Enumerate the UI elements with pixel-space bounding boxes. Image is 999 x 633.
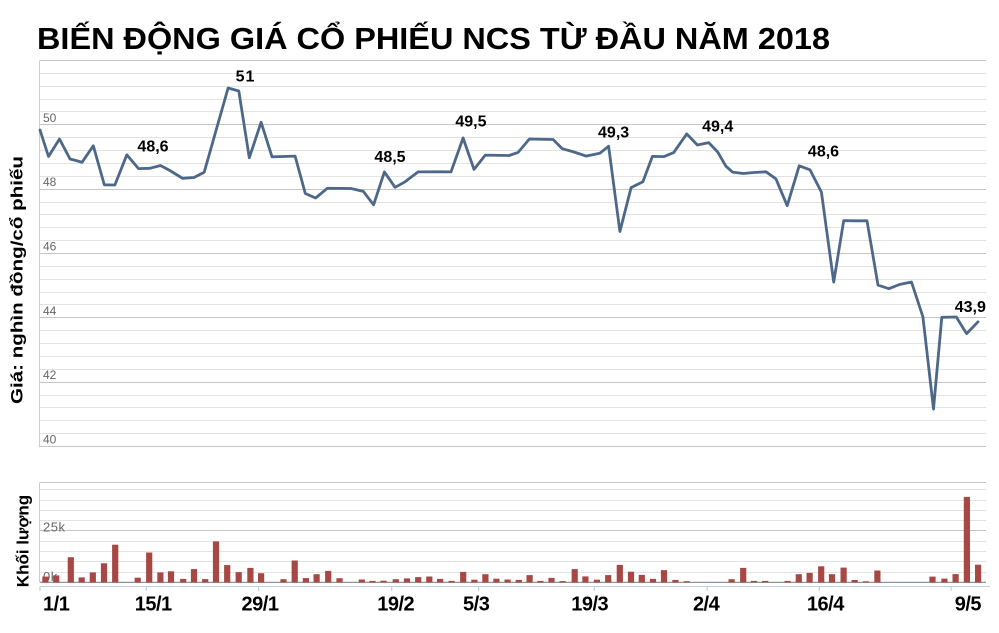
svg-text:Giá: nghìn đồng/cổ phiếu: Giá: nghìn đồng/cổ phiếu — [8, 156, 27, 404]
svg-text:48,6: 48,6 — [808, 144, 839, 161]
svg-text:5/3: 5/3 — [463, 594, 490, 616]
svg-text:16/4: 16/4 — [807, 594, 845, 616]
svg-text:49,3: 49,3 — [598, 125, 629, 142]
svg-text:40: 40 — [43, 433, 57, 447]
svg-text:50: 50 — [43, 111, 57, 125]
svg-text:1/1: 1/1 — [43, 594, 70, 616]
svg-text:42: 42 — [43, 368, 57, 382]
svg-text:43,9: 43,9 — [955, 299, 986, 316]
svg-text:46: 46 — [43, 240, 57, 254]
svg-text:2/4: 2/4 — [693, 594, 721, 616]
svg-text:9/5: 9/5 — [955, 594, 982, 616]
svg-text:19/2: 19/2 — [377, 594, 414, 616]
svg-text:15/1: 15/1 — [135, 594, 172, 616]
svg-text:Khối lượng: Khối lượng — [14, 495, 33, 587]
svg-text:49,5: 49,5 — [455, 114, 486, 131]
svg-text:25k: 25k — [43, 520, 65, 535]
svg-text:48: 48 — [43, 175, 57, 189]
svg-text:19/3: 19/3 — [571, 594, 608, 616]
svg-text:BIẾN ĐỘNG GIÁ CỔ PHIẾU NCS TỪ: BIẾN ĐỘNG GIÁ CỔ PHIẾU NCS TỪ ĐẦU NĂM 20… — [37, 20, 830, 56]
svg-text:51: 51 — [236, 69, 256, 86]
svg-text:49,4: 49,4 — [702, 119, 733, 136]
svg-text:29/1: 29/1 — [242, 594, 279, 616]
svg-text:44: 44 — [43, 304, 57, 318]
svg-text:48,6: 48,6 — [137, 139, 168, 156]
svg-text:48,5: 48,5 — [374, 149, 405, 166]
